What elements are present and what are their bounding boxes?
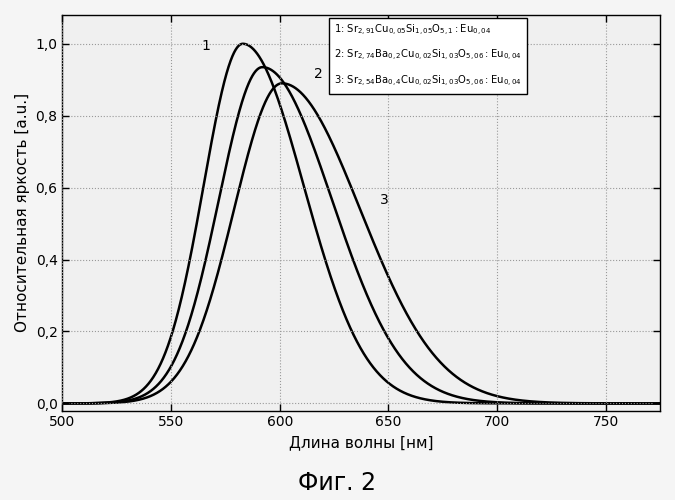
- X-axis label: Длина волны [нм]: Длина волны [нм]: [289, 435, 433, 450]
- Text: 2: 2: [315, 68, 323, 82]
- Text: Фиг. 2: Фиг. 2: [298, 471, 377, 495]
- Y-axis label: Относительная яркость [a.u.]: Относительная яркость [a.u.]: [15, 93, 30, 332]
- Text: 3: 3: [379, 193, 388, 207]
- Text: 1: 1: [201, 38, 211, 52]
- Text: 1: $\mathrm{Sr_{2,91}Cu_{0,05}Si_{1,05}O_{5,1}{:}Eu_{0,04}}$
2: $\mathrm{Sr_{2,7: 1: $\mathrm{Sr_{2,91}Cu_{0,05}Si_{1,05}O…: [334, 23, 522, 89]
